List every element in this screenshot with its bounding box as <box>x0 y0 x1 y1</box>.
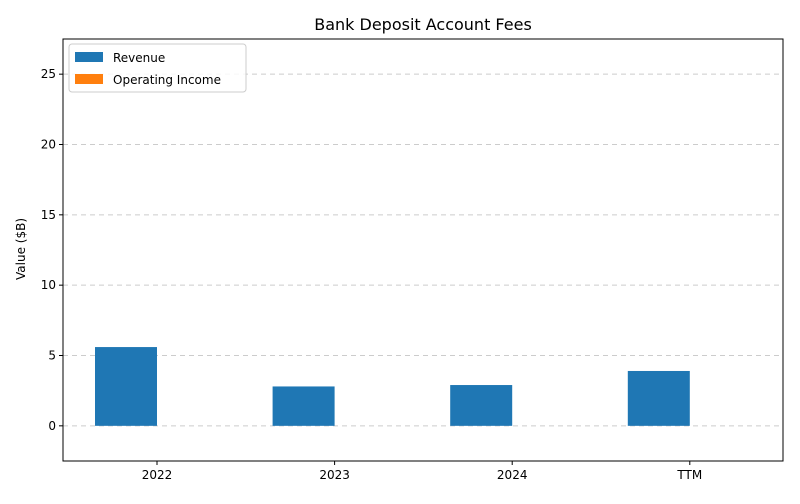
y-tick-label: 10 <box>41 278 56 292</box>
y-tick-label: 25 <box>41 67 56 81</box>
bar-revenue-2024 <box>450 385 513 426</box>
legend: Revenue Operating Income <box>68 43 247 93</box>
y-tick-label: 5 <box>48 349 56 363</box>
legend-label: Revenue <box>113 51 165 65</box>
chart-title: Bank Deposit Account Fees <box>314 15 532 34</box>
bars <box>95 347 690 426</box>
axes: 0 5 10 15 20 25 2022 2023 2024 TTM <box>41 38 784 482</box>
bar-revenue-2023 <box>272 386 335 426</box>
legend-swatch <box>75 52 103 62</box>
plot-frame <box>62 38 784 462</box>
legend-frame <box>68 43 247 93</box>
x-tick-label: TTM <box>676 468 702 482</box>
bar-revenue-ttm <box>627 370 690 426</box>
y-axis-label: Value ($B) <box>14 218 28 280</box>
y-tick-label: 20 <box>41 138 56 152</box>
y-tick-label: 15 <box>41 208 56 222</box>
y-tick-label: 0 <box>48 419 56 433</box>
legend-swatch <box>75 74 103 84</box>
x-tick-label: 2024 <box>497 468 528 482</box>
bar-revenue-2022 <box>95 347 157 426</box>
x-tick-label: 2023 <box>319 468 350 482</box>
x-tick-label: 2022 <box>142 468 173 482</box>
legend-label: Operating Income <box>113 73 221 87</box>
